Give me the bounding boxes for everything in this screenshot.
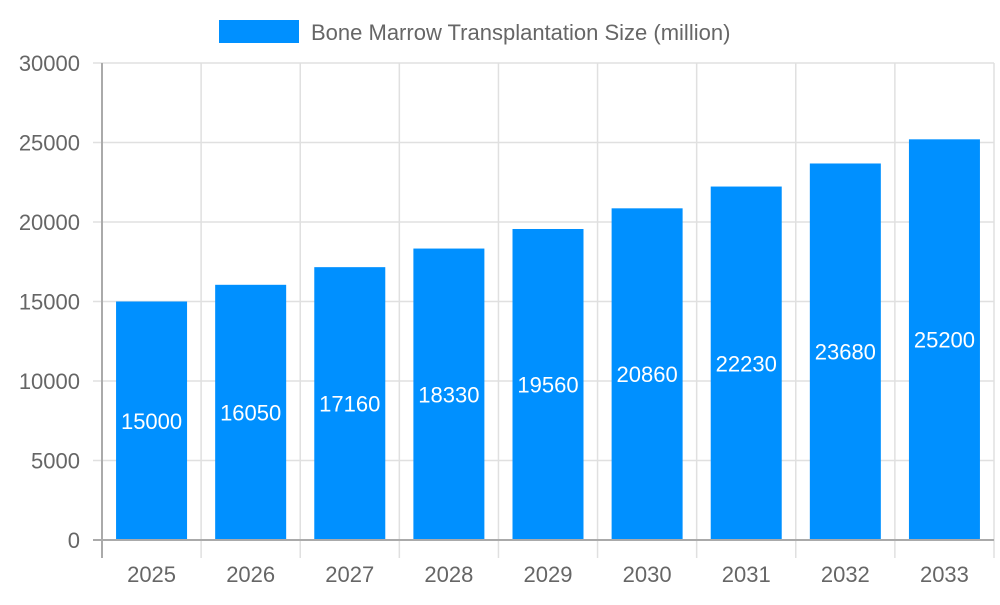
x-tick-label: 2031 [722, 562, 771, 587]
bar [215, 284, 287, 540]
legend-swatch [219, 20, 299, 43]
y-tick-label: 15000 [19, 290, 80, 315]
legend[interactable]: Bone Marrow Transplantation Size (millio… [219, 20, 730, 45]
bar [809, 163, 881, 540]
y-tick-label: 5000 [31, 449, 80, 474]
bar-value-label: 16050 [220, 400, 281, 425]
grid [93, 62, 995, 558]
x-tick-label: 2033 [920, 562, 969, 587]
bar [512, 228, 584, 540]
x-tick-label: 2025 [127, 562, 176, 587]
x-tick-label: 2030 [623, 562, 672, 587]
bar [314, 267, 386, 540]
bar-value-label: 23680 [815, 340, 876, 365]
y-tick-label: 20000 [19, 210, 80, 235]
y-tick-label: 10000 [19, 369, 80, 394]
bar-value-label: 19560 [517, 372, 578, 397]
legend-label: Bone Marrow Transplantation Size (millio… [311, 20, 730, 45]
bar-value-label: 25200 [914, 328, 975, 353]
y-tick-label: 0 [68, 528, 80, 553]
bar [413, 248, 485, 541]
y-tick-label: 25000 [19, 131, 80, 156]
bar-value-label: 15000 [121, 409, 182, 434]
bar [611, 208, 683, 541]
bars [116, 139, 980, 541]
bar [710, 186, 782, 540]
bar [116, 301, 188, 540]
y-tick-label: 30000 [19, 51, 80, 76]
bar-value-label: 18330 [418, 382, 479, 407]
x-tick-label: 2032 [821, 562, 870, 587]
x-tick-label: 2028 [424, 562, 473, 587]
bar-value-label: 20860 [617, 362, 678, 387]
x-tick-label: 2026 [226, 562, 275, 587]
bar [908, 139, 980, 540]
bar-value-label: 17160 [319, 392, 380, 417]
axes: 0 5000 10000 15000 20000 25000 30000 2025 2026 20… [19, 51, 994, 587]
bar-value-label: 22230 [716, 351, 777, 376]
data-labels: 15000 16050 17160 18330 19560 20860 22230 23680… [121, 328, 975, 434]
x-tick-label: 2029 [524, 562, 573, 587]
x-tick-label: 2027 [325, 562, 374, 587]
